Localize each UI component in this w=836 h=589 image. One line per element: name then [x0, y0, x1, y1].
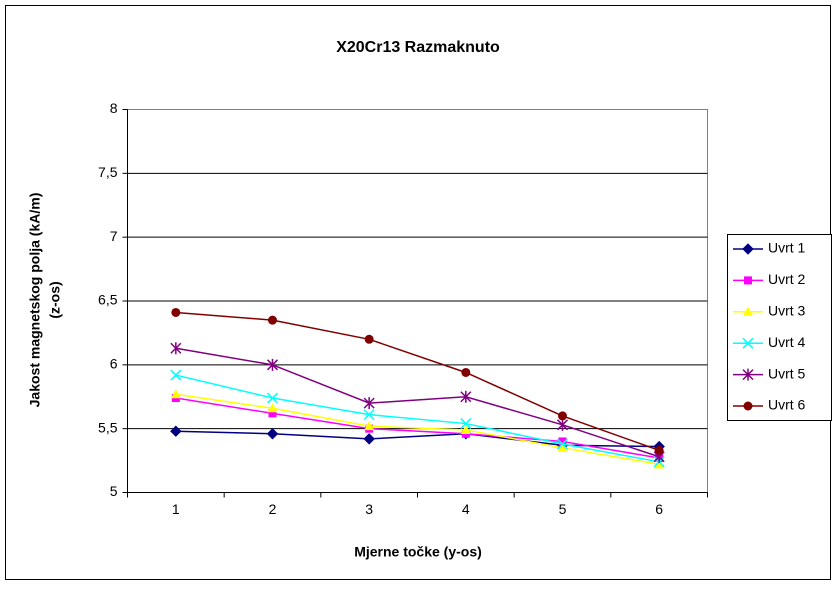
legend-label: Uvrt 5 — [768, 365, 806, 381]
marker — [460, 424, 471, 434]
marker — [556, 418, 569, 431]
marker — [268, 315, 277, 325]
marker — [460, 418, 472, 430]
x-tick-label: 6 — [655, 501, 663, 517]
x-tick-label: 5 — [559, 501, 567, 517]
legend-label: Uvrt 3 — [768, 303, 806, 319]
marker — [266, 428, 279, 440]
marker — [744, 276, 752, 285]
marker — [742, 368, 754, 381]
x-tick-label: 4 — [462, 501, 470, 517]
marker — [460, 390, 472, 403]
y-tick-label: 6 — [110, 356, 118, 372]
marker — [556, 438, 569, 450]
series-line — [175, 430, 660, 448]
y-tick-label: 6,5 — [98, 292, 118, 308]
series-line — [175, 347, 660, 458]
marker — [267, 403, 278, 413]
marker — [461, 367, 471, 377]
marker — [363, 397, 375, 410]
legend-label: Uvrt 6 — [768, 397, 806, 413]
marker — [268, 409, 277, 418]
y-tick-label: 5,5 — [98, 419, 118, 435]
y-axis-label: (z-os) — [47, 281, 63, 318]
marker — [743, 306, 753, 316]
series-line — [175, 397, 660, 459]
series-line — [175, 374, 660, 463]
marker — [170, 369, 182, 381]
marker — [363, 409, 375, 421]
marker — [364, 421, 375, 431]
y-tick-label: 8 — [110, 100, 118, 116]
chart-title: X20Cr13 Razmaknuto — [336, 39, 500, 56]
y-tick-label: 5 — [110, 483, 118, 499]
y-tick-label: 7 — [110, 228, 118, 244]
marker — [557, 442, 568, 452]
series-line — [175, 393, 660, 466]
marker — [558, 437, 567, 446]
legend-box — [727, 234, 832, 421]
x-tick-label: 2 — [269, 501, 277, 517]
marker — [171, 307, 181, 317]
legend-label: Uvrt 4 — [768, 334, 806, 350]
marker — [654, 445, 664, 455]
legend-label: Uvrt 2 — [768, 271, 806, 287]
marker — [558, 411, 567, 421]
marker — [364, 334, 374, 344]
marker — [266, 392, 279, 404]
x-tick-label: 3 — [365, 501, 373, 517]
y-tick-label: 7,5 — [98, 164, 118, 180]
marker — [363, 433, 375, 445]
marker — [654, 459, 665, 469]
x-tick-label: 1 — [172, 501, 180, 517]
marker — [742, 337, 754, 349]
marker — [742, 243, 754, 255]
x-axis-label: Mjerne točke (y-os) — [354, 544, 482, 560]
y-axis-label: Jakost magnetskog polja (kA/m) — [27, 193, 43, 408]
marker — [170, 342, 182, 355]
marker — [170, 425, 182, 437]
marker — [170, 389, 181, 399]
marker — [743, 401, 753, 411]
legend-label: Uvrt 1 — [768, 240, 806, 256]
marker — [266, 358, 279, 371]
series-line — [175, 311, 660, 452]
